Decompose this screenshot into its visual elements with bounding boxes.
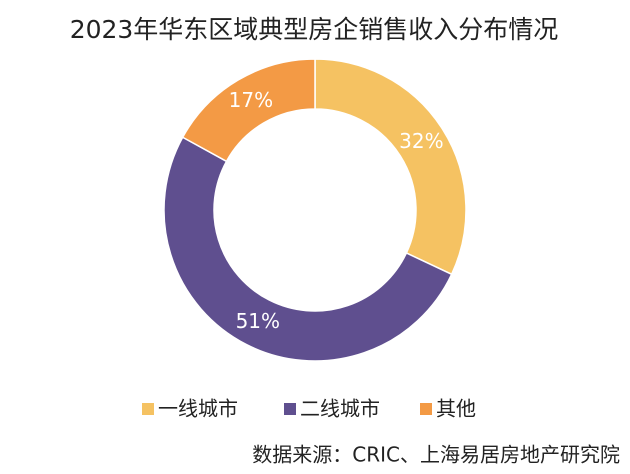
- value-label: 51%: [236, 309, 280, 333]
- legend-swatch: [420, 403, 432, 415]
- value-label: 17%: [229, 88, 273, 112]
- legend-label: 其他: [436, 397, 476, 421]
- slice: [163, 136, 453, 362]
- slice: [314, 58, 467, 276]
- legend-swatch: [284, 403, 296, 415]
- value-label: 32%: [399, 129, 443, 153]
- legend-label: 二线城市: [300, 397, 380, 421]
- source-note: 数据来源：CRIC、上海易居房地产研究院: [252, 443, 620, 467]
- legend-label: 一线城市: [158, 397, 238, 421]
- slice: [181, 58, 316, 163]
- legend-swatch: [142, 403, 154, 415]
- chart-title: 2023年华东区域典型房企销售收入分布情况: [70, 15, 559, 44]
